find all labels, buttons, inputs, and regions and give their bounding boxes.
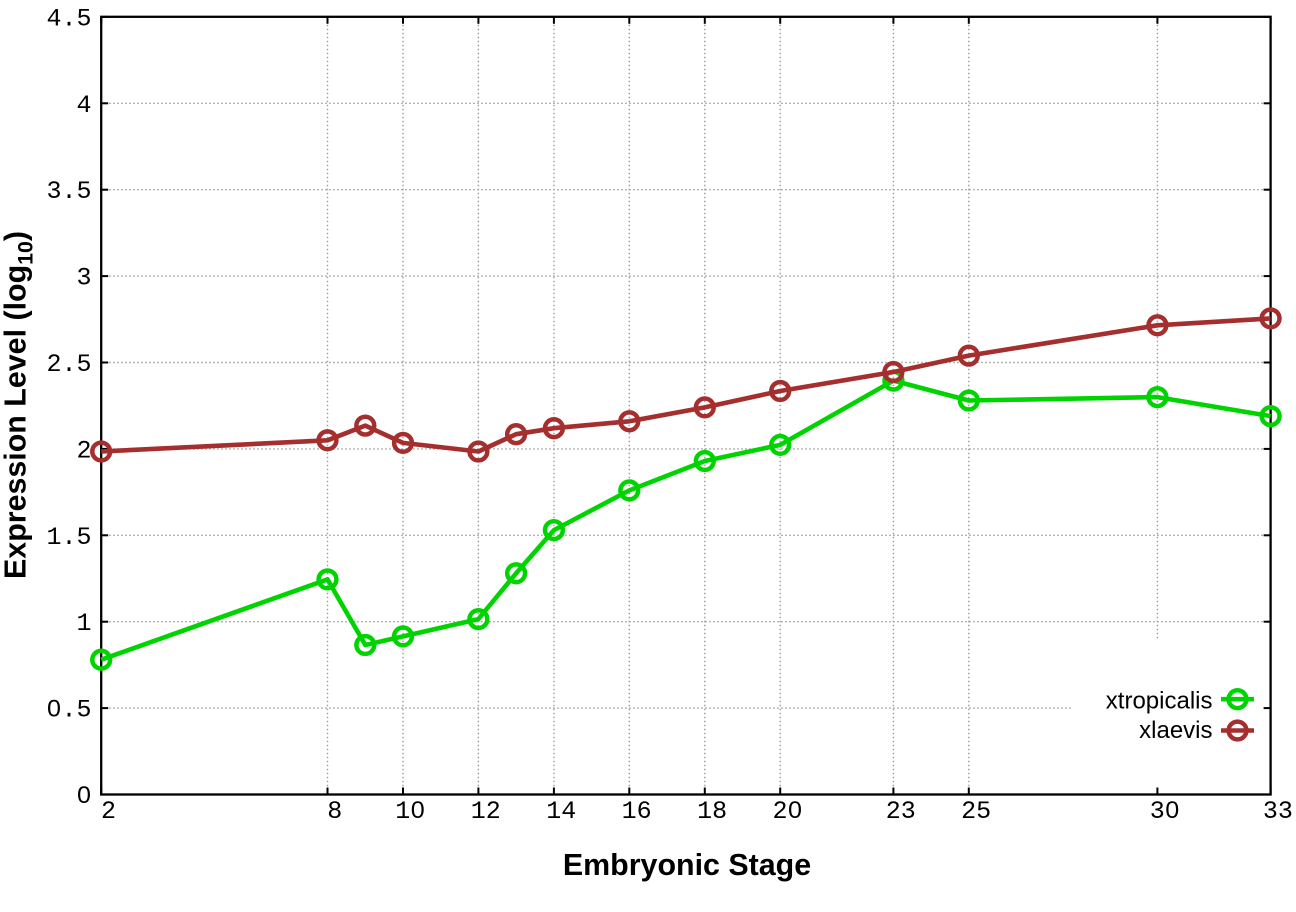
svg-text:23: 23 [886,797,916,826]
svg-text:1.5: 1.5 [46,523,91,552]
svg-text:2: 2 [76,436,91,465]
svg-text:8: 8 [327,797,342,826]
svg-text:18: 18 [697,797,727,826]
svg-text:10: 10 [395,797,425,826]
svg-text:25: 25 [961,797,991,826]
svg-text:2: 2 [101,797,116,826]
svg-text:3.5: 3.5 [46,177,91,206]
svg-text:20: 20 [772,797,802,826]
svg-text:12: 12 [471,797,501,826]
svg-text:14: 14 [546,797,576,826]
svg-text:3: 3 [76,264,91,293]
svg-text:33: 33 [1263,797,1293,826]
svg-text:30: 30 [1150,797,1180,826]
svg-text:xtropicalis: xtropicalis [1106,687,1213,714]
svg-text:Embryonic Stage: Embryonic Stage [563,848,811,882]
svg-text:xlaevis: xlaevis [1139,717,1212,744]
svg-text:16: 16 [622,797,652,826]
svg-text:1: 1 [76,609,91,638]
svg-text:4: 4 [76,91,91,120]
svg-text:Expression Level (log10): Expression Level (log10) [0,231,38,579]
svg-text:2.5: 2.5 [46,350,91,379]
svg-text:4.5: 4.5 [46,4,91,33]
